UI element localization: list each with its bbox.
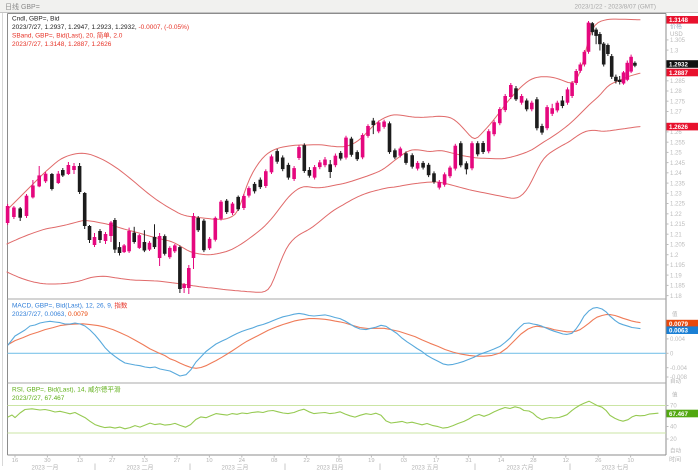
svg-text:SBand, GBP=, Bid(Last), 20, 简单: SBand, GBP=, Bid(Last), 20, 简单, 2.0 [12, 31, 123, 40]
svg-text:自动: 自动 [670, 447, 682, 455]
svg-text:时间: 时间 [669, 456, 681, 464]
svg-text:40: 40 [670, 425, 677, 431]
svg-text:30: 30 [44, 458, 50, 464]
svg-text:19: 19 [368, 458, 374, 464]
svg-text:MACD, GBP=, Bid(Last), 12, 26,: MACD, GBP=, Bid(Last), 12, 26, 9, 指数 [12, 301, 128, 310]
svg-text:1.24: 1.24 [670, 171, 682, 177]
svg-text:1.3: 1.3 [670, 48, 679, 54]
svg-text:1.225: 1.225 [670, 202, 686, 208]
svg-text:22: 22 [303, 458, 309, 464]
svg-text:1.21: 1.21 [670, 232, 682, 238]
svg-text:10: 10 [627, 458, 633, 464]
svg-text:28: 28 [530, 458, 536, 464]
svg-text:2023 一月: 2023 一月 [31, 465, 58, 472]
svg-text:1.2887: 1.2887 [669, 70, 688, 77]
svg-text:14: 14 [498, 458, 505, 464]
svg-text:27: 27 [174, 458, 180, 464]
svg-text:17: 17 [433, 458, 439, 464]
svg-text:2023 四月: 2023 四月 [316, 465, 343, 472]
svg-text:2023 六月: 2023 六月 [506, 464, 533, 472]
svg-text:13: 13 [77, 458, 83, 464]
svg-text:1.2: 1.2 [670, 253, 679, 259]
svg-text:1.23: 1.23 [670, 192, 682, 198]
svg-text:1.235: 1.235 [670, 181, 686, 187]
svg-text:1.27: 1.27 [670, 110, 682, 116]
svg-text:1.25: 1.25 [670, 151, 682, 157]
svg-text:20: 20 [670, 437, 677, 443]
svg-text:2023 二月: 2023 二月 [126, 465, 153, 472]
svg-text:05: 05 [336, 458, 342, 464]
svg-text:1.2626: 1.2626 [669, 124, 688, 131]
svg-text:2023 七月: 2023 七月 [601, 464, 628, 472]
svg-text:值: 值 [672, 391, 678, 399]
svg-text:1.205: 1.205 [670, 243, 686, 249]
svg-text:1.3148: 1.3148 [669, 17, 688, 24]
svg-text:2023/7/27, 1.3148, 1.2887, 1.2: 2023/7/27, 1.3148, 1.2887, 1.2626 [12, 41, 112, 48]
svg-text:67.467: 67.467 [669, 411, 688, 418]
svg-text:-0.004: -0.004 [670, 366, 688, 372]
svg-text:03: 03 [401, 458, 407, 464]
svg-text:10: 10 [206, 458, 212, 464]
svg-text:2023/7/27, 67.467: 2023/7/27, 67.467 [12, 395, 65, 402]
svg-text:24: 24 [239, 458, 246, 464]
svg-text:0.004: 0.004 [670, 337, 686, 343]
svg-text:自动: 自动 [670, 377, 682, 385]
svg-text:USD: USD [670, 32, 683, 38]
svg-text:26: 26 [595, 458, 601, 464]
svg-text:12: 12 [563, 458, 569, 464]
svg-text:16: 16 [12, 458, 18, 464]
svg-text:0.0063: 0.0063 [669, 328, 688, 335]
svg-text:31: 31 [465, 458, 471, 464]
svg-text:RSI, GBP=, Bid(Last), 14, 威尔德平: RSI, GBP=, Bid(Last), 14, 威尔德平滑 [12, 385, 121, 394]
svg-text:2023 五月: 2023 五月 [411, 465, 438, 472]
svg-text:2023 三月: 2023 三月 [221, 465, 248, 472]
svg-text:0: 0 [670, 352, 674, 358]
svg-text:1.215: 1.215 [670, 222, 686, 228]
svg-text:70: 70 [670, 404, 677, 410]
svg-text:2023/7/27, 1.2937, 1.2947, 1.2: 2023/7/27, 1.2937, 1.2947, 1.2923, 1.293… [12, 24, 189, 31]
svg-text:Cndl, GBP=, Bid: Cndl, GBP=, Bid [12, 16, 60, 23]
svg-text:2023/7/27, 0.0063, 0.0079: 2023/7/27, 0.0063, 0.0079 [12, 311, 88, 318]
svg-text:1.245: 1.245 [670, 161, 686, 167]
svg-text:27: 27 [109, 458, 115, 464]
svg-text:1.185: 1.185 [670, 284, 686, 290]
svg-text:1.22: 1.22 [670, 212, 682, 218]
svg-text:0.0079: 0.0079 [669, 321, 688, 328]
svg-text:08: 08 [271, 458, 277, 464]
svg-text:2023/1/22 - 2023/8/07 (GMT): 2023/1/22 - 2023/8/07 (GMT) [574, 4, 656, 11]
svg-text:1.19: 1.19 [670, 273, 682, 279]
svg-text:1.18: 1.18 [670, 294, 682, 300]
svg-text:1.2932: 1.2932 [669, 61, 688, 68]
svg-text:1.285: 1.285 [670, 79, 686, 85]
svg-text:13: 13 [141, 458, 147, 464]
svg-text:日线 GBP=: 日线 GBP= [5, 2, 40, 11]
svg-text:1.28: 1.28 [670, 89, 682, 95]
svg-text:1.26: 1.26 [670, 130, 682, 136]
svg-text:值: 值 [672, 310, 678, 318]
svg-text:价格: 价格 [670, 23, 682, 31]
svg-text:1.195: 1.195 [670, 263, 686, 269]
svg-text:1.305: 1.305 [670, 38, 686, 44]
svg-text:1.255: 1.255 [670, 140, 686, 146]
svg-text:1.275: 1.275 [670, 99, 686, 105]
svg-text:-0.008: -0.008 [670, 375, 688, 381]
